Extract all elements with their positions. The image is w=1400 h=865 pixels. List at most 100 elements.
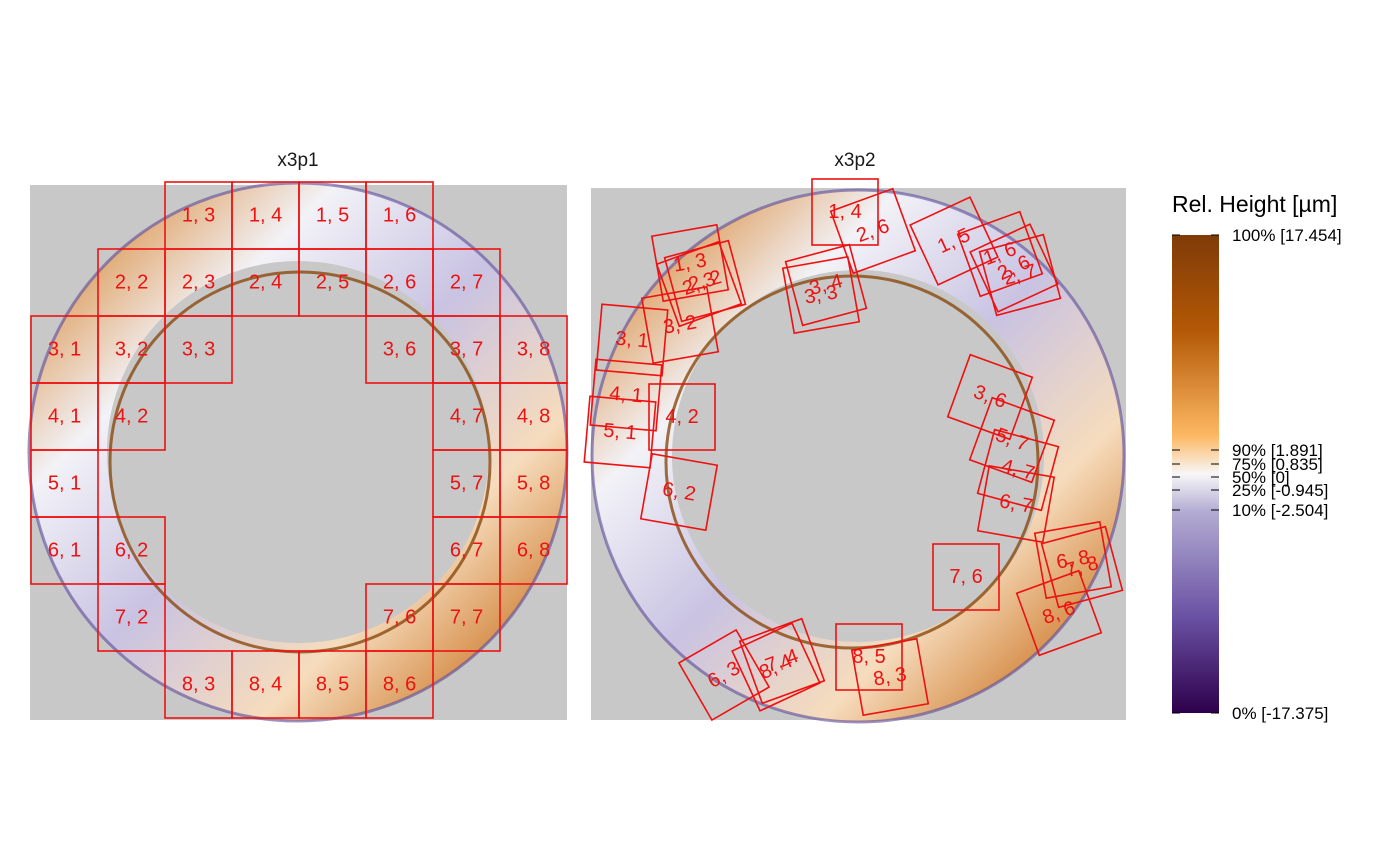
color-legend: Rel. Height [µm] 100% [17.454] 90% [1.891…: [1172, 191, 1342, 723]
cell-outline: [976, 428, 1060, 512]
cell-outline: [835, 623, 903, 691]
cell-box: 4, 2: [648, 383, 716, 451]
cell-outline: [1015, 569, 1103, 657]
cell-outline: [1040, 525, 1124, 609]
panel-x3p2: x3p2 1, 42, 6 1, 5 1, 62, 72, 61, 32, 22, …: [583, 150, 1126, 724]
cell-label: 4, 1: [608, 383, 643, 408]
cell-outline: [655, 240, 743, 328]
cell-box: 3, 3: [164, 315, 233, 384]
cell-label: 4, 8: [517, 406, 550, 428]
cell-box: 3, 1: [595, 303, 669, 377]
cell-box: 5, 1: [583, 395, 657, 469]
cell-outline: [589, 358, 663, 432]
cell-outline: [640, 285, 720, 365]
legend-tick-label: 10% [-2.504]: [1232, 501, 1328, 520]
cell-label: 2, 3: [182, 272, 215, 294]
cell-label: 3, 2: [115, 339, 148, 361]
cell-label: 6, 1: [48, 540, 81, 562]
cell-label: 3, 6: [383, 339, 416, 361]
cell-label: 4, 2: [665, 406, 698, 428]
cell-box: 6, 8: [499, 516, 568, 585]
cell-box: 7, 7: [432, 583, 501, 652]
cell-label: 4, 1: [48, 406, 81, 428]
cell-label: 7, 7: [450, 607, 483, 629]
cell-label: 2, 6: [383, 272, 416, 294]
surface-ring: [29, 183, 567, 721]
cell-outline: [976, 464, 1056, 544]
cell-outline: [97, 382, 166, 451]
cell-label: 6, 7: [450, 540, 483, 562]
cell-outline: [784, 243, 868, 327]
cell-outline: [639, 452, 719, 532]
cell-grid: 1, 3 1, 4 1, 5 1, 6 2, 2 2, 3 2, 4 2, 5 2, 6 2, 7…: [30, 181, 568, 719]
cell-outline: [648, 383, 716, 451]
cell-label: 2, 7: [450, 272, 483, 294]
cell-label: 7, 6: [383, 607, 416, 629]
legend-tick-label: 0% [-17.375]: [1232, 704, 1328, 723]
legend-tick-label: 50% [0]: [1232, 468, 1290, 487]
legend-ticks: 100% [17.454] 90% [1.891]75% [0.835]50% […: [1172, 226, 1342, 723]
cell-outline: [969, 223, 1059, 313]
cell-label: 3, 7: [450, 339, 483, 361]
legend-tick-label: 100% [17.454]: [1232, 226, 1342, 245]
cell-outline: [164, 315, 233, 384]
panel-title: x3p2: [834, 150, 875, 171]
cell-label: 1, 6: [383, 205, 416, 227]
cell-label: 6, 2: [115, 540, 148, 562]
cell-label: 1, 3: [182, 205, 215, 227]
cell-label: 5, 1: [48, 473, 81, 495]
cell-outline: [677, 628, 771, 722]
cell-box: 6, 2: [639, 452, 719, 532]
cell-outline: [829, 187, 917, 275]
cell-label: 8, 4: [249, 674, 282, 696]
cell-outline: [499, 516, 568, 585]
cell-label: 3, 1: [48, 339, 81, 361]
cell-outline: [595, 303, 669, 377]
cell-outline: [583, 395, 657, 469]
cell-label: 5, 1: [602, 420, 637, 445]
cell-box: 8, 6: [365, 650, 434, 719]
cell-label: 8, 5: [316, 674, 349, 696]
cell-outline: [909, 196, 999, 286]
cell-box: 7, 6: [932, 543, 1000, 611]
legend-tick-label: 75% [0.835]: [1232, 455, 1323, 474]
cell-label: 8, 5: [852, 646, 885, 668]
cell-label: 3, 8: [517, 339, 550, 361]
cell-label: 7, 2: [115, 607, 148, 629]
cell-label: 1, 4: [249, 205, 282, 227]
legend-title: Rel. Height [µm]: [1172, 191, 1337, 217]
cell-outline: [1033, 520, 1113, 600]
cell-label: 8, 6: [383, 674, 416, 696]
cell-label: 6, 8: [517, 540, 550, 562]
cell-label: 5, 7: [450, 473, 483, 495]
cell-label: 7, 6: [949, 566, 982, 588]
cell-box: 8, 5: [835, 623, 903, 691]
cell-outline: [932, 543, 1000, 611]
cell-box: 7, 2: [97, 583, 166, 652]
cell-label: 4, 7: [450, 406, 483, 428]
panel-title: x3p1: [277, 150, 318, 171]
cell-outline: [432, 583, 501, 652]
cell-box: 6, 8: [1033, 520, 1113, 600]
cell-outline: [956, 210, 1044, 298]
cell-box: 4, 1: [589, 358, 663, 432]
ring-inner-edge: [108, 270, 492, 654]
ring-outer-edge: [590, 188, 1126, 724]
cell-outline: [850, 637, 930, 717]
legend-colorbar: [1172, 235, 1219, 713]
cell-outline: [781, 255, 861, 335]
cell-outline: [738, 617, 826, 705]
cell-label: 2, 4: [249, 272, 282, 294]
cell-box: 4, 2: [97, 382, 166, 451]
cell-outline: [365, 650, 434, 719]
cell-outline: [968, 396, 1056, 484]
cell-outline: [731, 622, 821, 712]
cell-label: 5, 8: [517, 473, 550, 495]
cell-label: 3, 1: [614, 328, 649, 353]
cell-label: 8, 3: [182, 674, 215, 696]
legend-tick-label: 90% [1.891]: [1232, 441, 1323, 460]
cell-label: 2, 2: [115, 272, 148, 294]
panel-x3p1: x3p1 1, 3 1, 4 1, 5 1, 6 2, 2 2, 3 2, 4 2, 5 2, …: [27, 150, 569, 723]
cell-label: 1, 4: [828, 201, 861, 223]
